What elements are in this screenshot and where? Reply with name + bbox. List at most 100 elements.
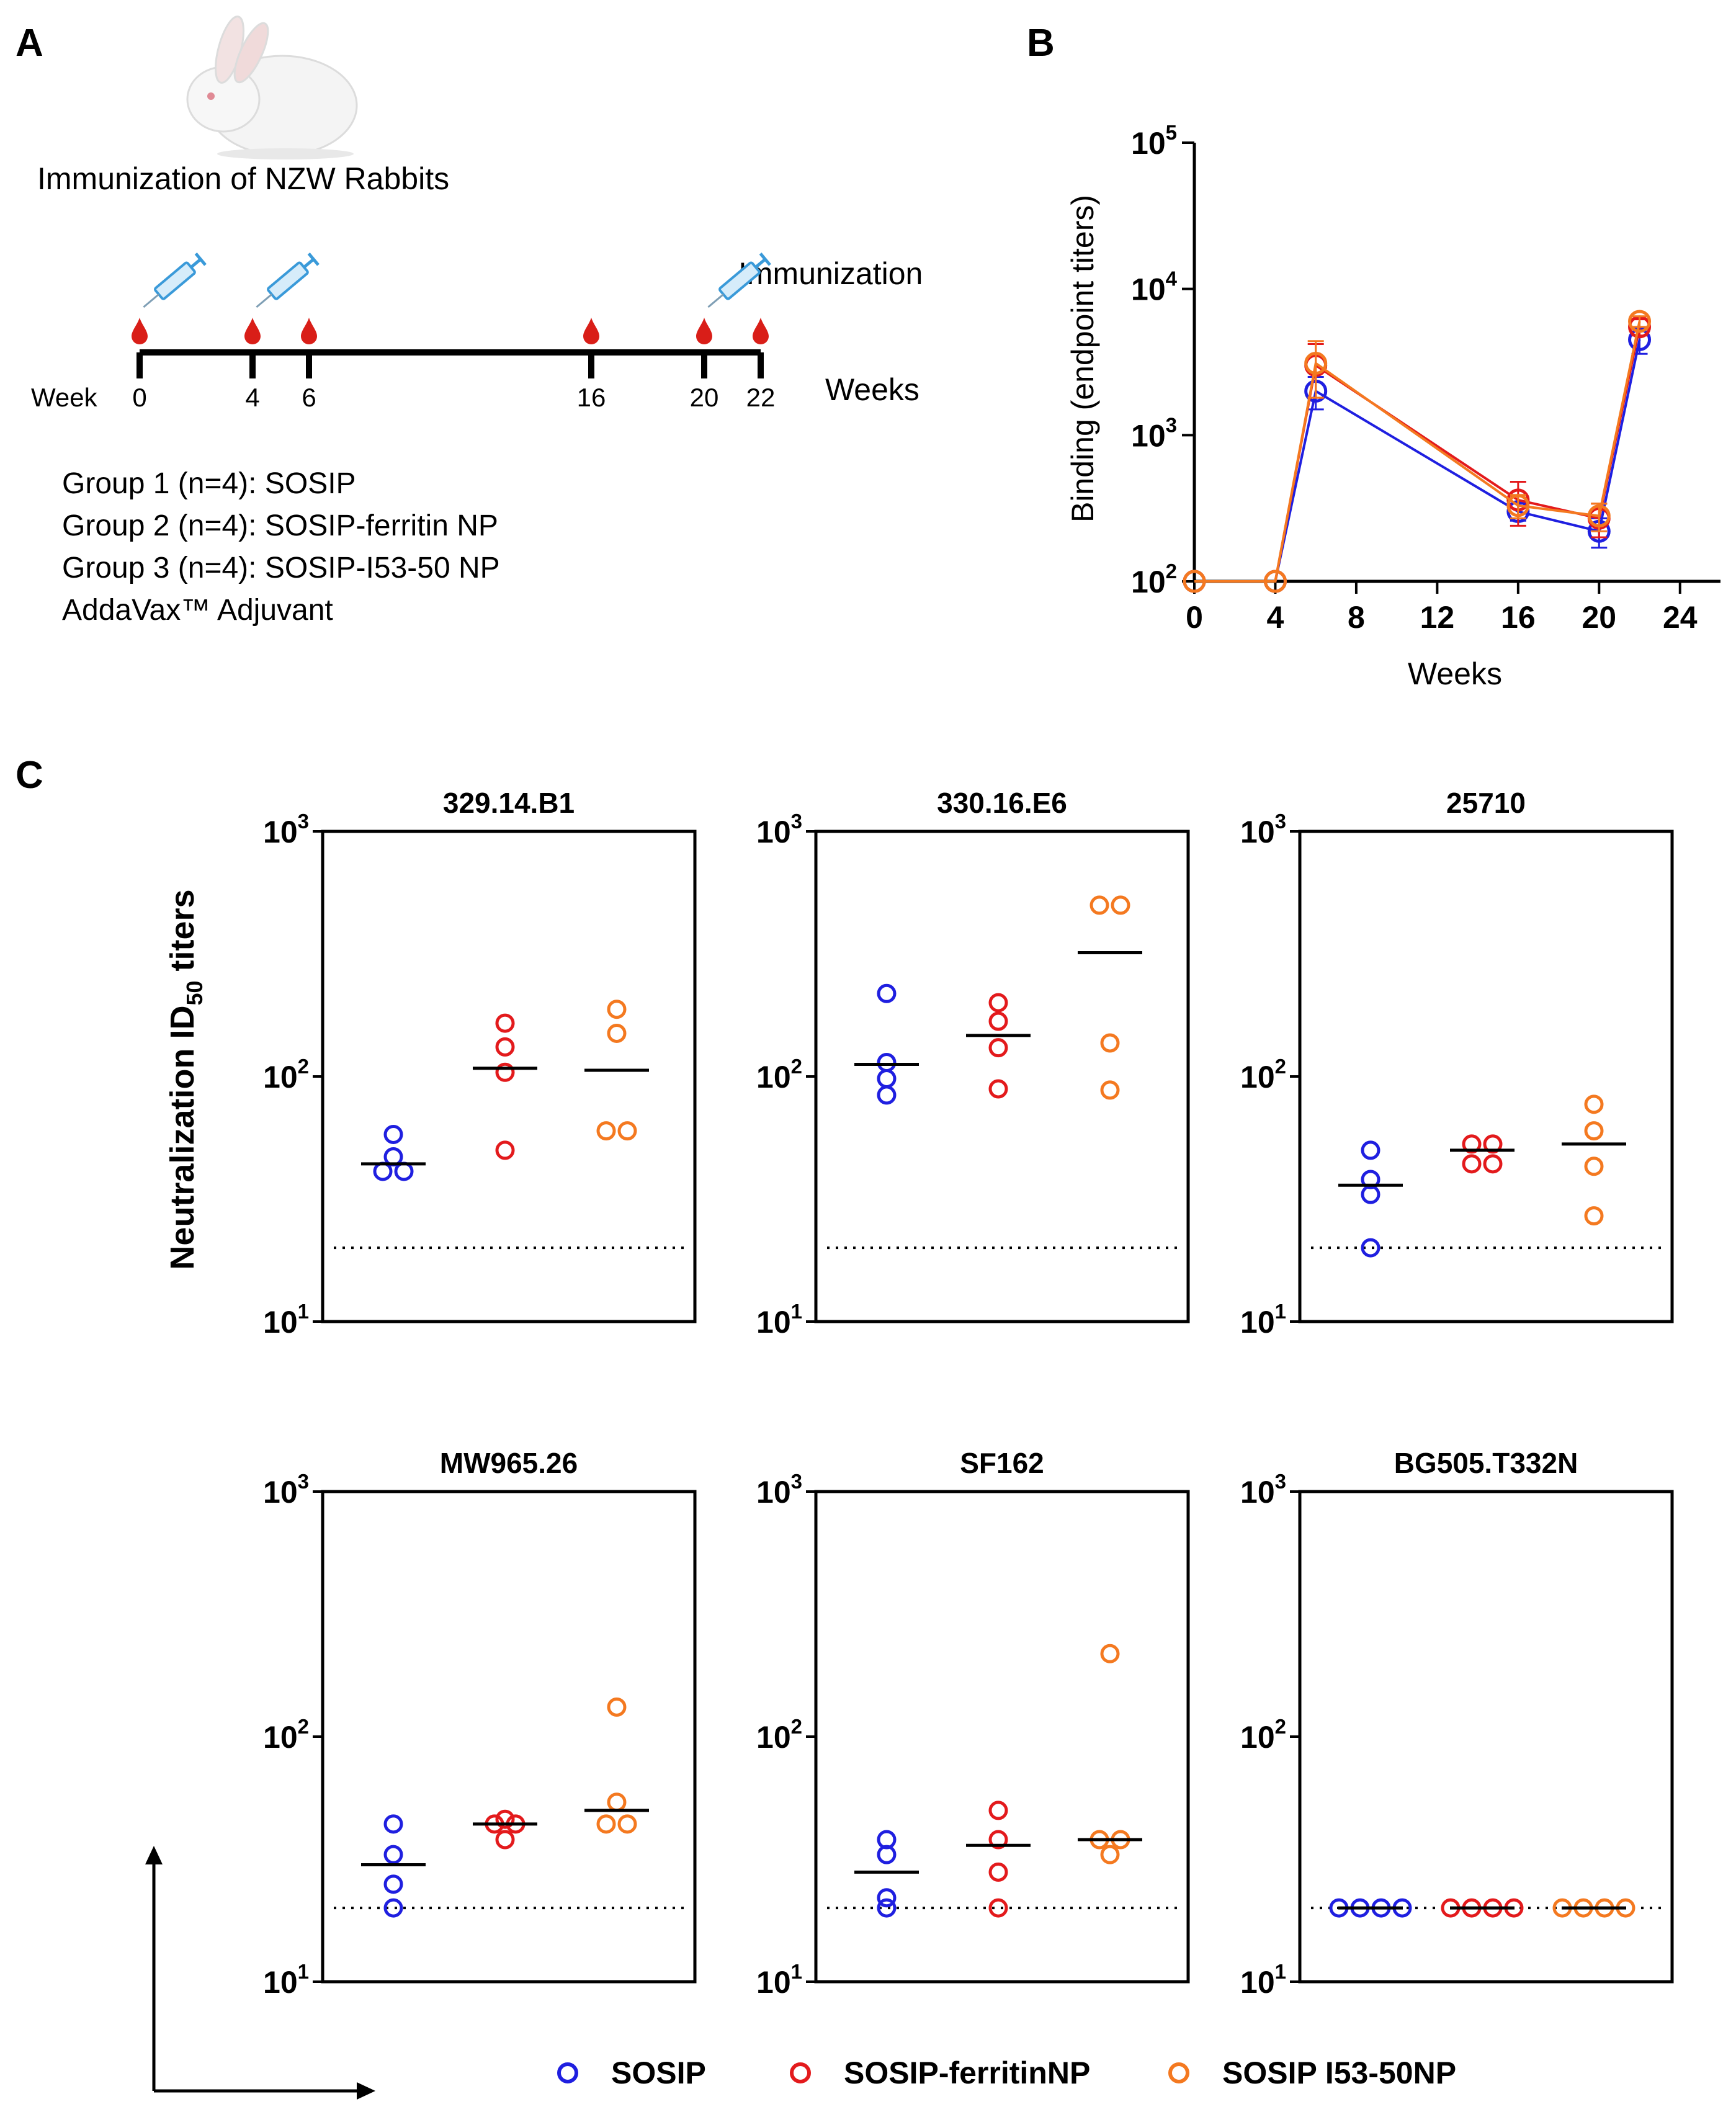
c-data-point	[877, 1053, 897, 1073]
b-data-point	[1263, 570, 1287, 593]
c-y-tick-label: 101	[756, 1300, 802, 1340]
c-data-point	[1361, 1170, 1380, 1189]
c-y-tick-label: 103	[756, 1470, 802, 1510]
syringe-needle	[143, 293, 159, 308]
b-data-point	[1628, 310, 1652, 333]
b-series-line	[1194, 339, 1641, 583]
c-y-tick-label: 102	[756, 1055, 802, 1094]
b-y-tick-label: 102	[1131, 560, 1177, 599]
c-data-point	[383, 1898, 403, 1918]
syringe-plunger	[754, 257, 766, 269]
timeline-week-label: 22	[746, 383, 776, 412]
b-data-point	[1304, 352, 1328, 375]
c-data-point	[394, 1161, 414, 1181]
syringe-icon	[256, 253, 320, 308]
blood-drop-icon	[244, 318, 261, 344]
c-subplot-title: 329.14.B1	[443, 787, 575, 819]
b-y-tick-label: 104	[1131, 267, 1178, 307]
c-data-point	[877, 1898, 897, 1918]
b-data-point	[1506, 494, 1530, 517]
syringe-needle	[707, 293, 724, 308]
timeline-week-label: 6	[302, 383, 316, 412]
b-series-line	[1194, 321, 1641, 583]
c-y-tick-label: 102	[756, 1715, 802, 1755]
c-data-point	[495, 1013, 515, 1033]
legend-label: SOSIP-ferritinNP	[844, 2056, 1090, 2090]
syringe-handle	[194, 253, 207, 266]
c-data-point	[1100, 1080, 1120, 1100]
c-data-point	[988, 993, 1008, 1013]
c-data-point	[1111, 895, 1130, 915]
c-y-tick-label: 102	[263, 1715, 309, 1755]
c-y-tick-label: 101	[1240, 1300, 1286, 1340]
panel-label-b: B	[1027, 22, 1055, 65]
c-y-axis-label: Neutralization ID50 titers	[164, 889, 207, 1269]
c-data-point	[596, 1814, 616, 1834]
b-x-tick-label: 8	[1348, 600, 1365, 635]
blood-drop-icon	[301, 318, 317, 344]
syringe-plunger	[190, 257, 202, 269]
c-data-point	[1584, 1157, 1604, 1176]
group-list: Group 1 (n=4): SOSIP Group 2 (n=4): SOSI…	[62, 467, 500, 627]
c-data-point	[1584, 1121, 1604, 1141]
syringe-handle	[307, 253, 320, 266]
c-subplot-title: BG505.T332N	[1394, 1447, 1578, 1479]
c-data-point	[495, 1062, 515, 1082]
c-data-point	[495, 1809, 515, 1829]
blood-drop-icon	[583, 318, 599, 344]
c-data-point	[988, 1898, 1008, 1918]
syringe-icon	[707, 253, 771, 308]
c-data-point	[1100, 1845, 1120, 1864]
c-data-point	[617, 1121, 637, 1141]
corner-axis-arrows	[145, 1846, 375, 2100]
c-y-tick-label: 101	[1240, 1960, 1286, 2000]
c-subplot: MW965.26 101 102 103	[263, 1447, 697, 2000]
b-x-axis-label: Weeks	[1408, 656, 1502, 691]
b-x-tick-label: 20	[1582, 600, 1616, 635]
panel-label-a: A	[16, 22, 43, 65]
c-data-point	[1483, 1154, 1503, 1174]
c-subplot-title: 330.16.E6	[937, 787, 1067, 819]
blood-drop-icon	[753, 318, 769, 344]
legend: SOSIP SOSIP-ferritinNP SOSIP I53-50NP	[557, 2056, 1456, 2090]
c-data-point	[877, 1888, 897, 1908]
b-series-line	[1194, 326, 1641, 583]
legend-label: SOSIP I53-50NP	[1222, 2056, 1456, 2090]
c-data-point	[495, 1830, 515, 1850]
legend-marker-i53	[1168, 2062, 1189, 2083]
c-subplot: 330.16.E6 101 102 103	[756, 787, 1190, 1340]
c-data-point	[1584, 1206, 1604, 1226]
c-data-point	[988, 1011, 1008, 1031]
c-y-tick-label: 102	[263, 1055, 309, 1094]
blood-drop-icon	[132, 318, 148, 344]
panel-c-neutralization: Neutralization ID50 titers 329.14.B1 101 1…	[145, 787, 1674, 2100]
c-subplot-title: 25710	[1446, 787, 1526, 819]
c-data-point	[1361, 1238, 1380, 1258]
rabbit-icon	[186, 16, 358, 159]
group-line: Group 3 (n=4): SOSIP-I53-50 NP	[62, 552, 500, 584]
c-data-point	[607, 1697, 627, 1717]
c-y-tick-label: 101	[756, 1960, 802, 2000]
group-line: Group 2 (n=4): SOSIP-ferritin NP	[62, 509, 498, 542]
c-subplot: 329.14.B1 101 102 103	[263, 787, 697, 1340]
c-data-point	[988, 1862, 1008, 1882]
b-data-point	[1183, 570, 1206, 593]
c-data-point	[495, 1037, 515, 1057]
c-data-point	[1100, 1644, 1120, 1663]
c-y-tick-label: 103	[1240, 810, 1286, 849]
c-subplot: SF162 101 102 103	[756, 1447, 1190, 2000]
c-data-point	[877, 983, 897, 1003]
group-line: AddaVax™ Adjuvant	[62, 594, 333, 627]
c-y-tick-label: 103	[1240, 1470, 1286, 1510]
legend-label: SOSIP	[611, 2056, 706, 2090]
c-data-point	[383, 1845, 403, 1864]
c-data-point	[988, 1038, 1008, 1058]
timeline-week-label: 16	[577, 383, 606, 412]
syringe-barrel	[154, 261, 196, 300]
c-data-point	[1361, 1140, 1380, 1160]
c-y-tick-label: 103	[756, 810, 802, 849]
panel-label-c: C	[16, 754, 43, 797]
c-data-point	[1584, 1094, 1604, 1114]
c-subplot: BG505.T332N 101 102 103	[1240, 1447, 1674, 2000]
c-data-point	[877, 1068, 897, 1088]
